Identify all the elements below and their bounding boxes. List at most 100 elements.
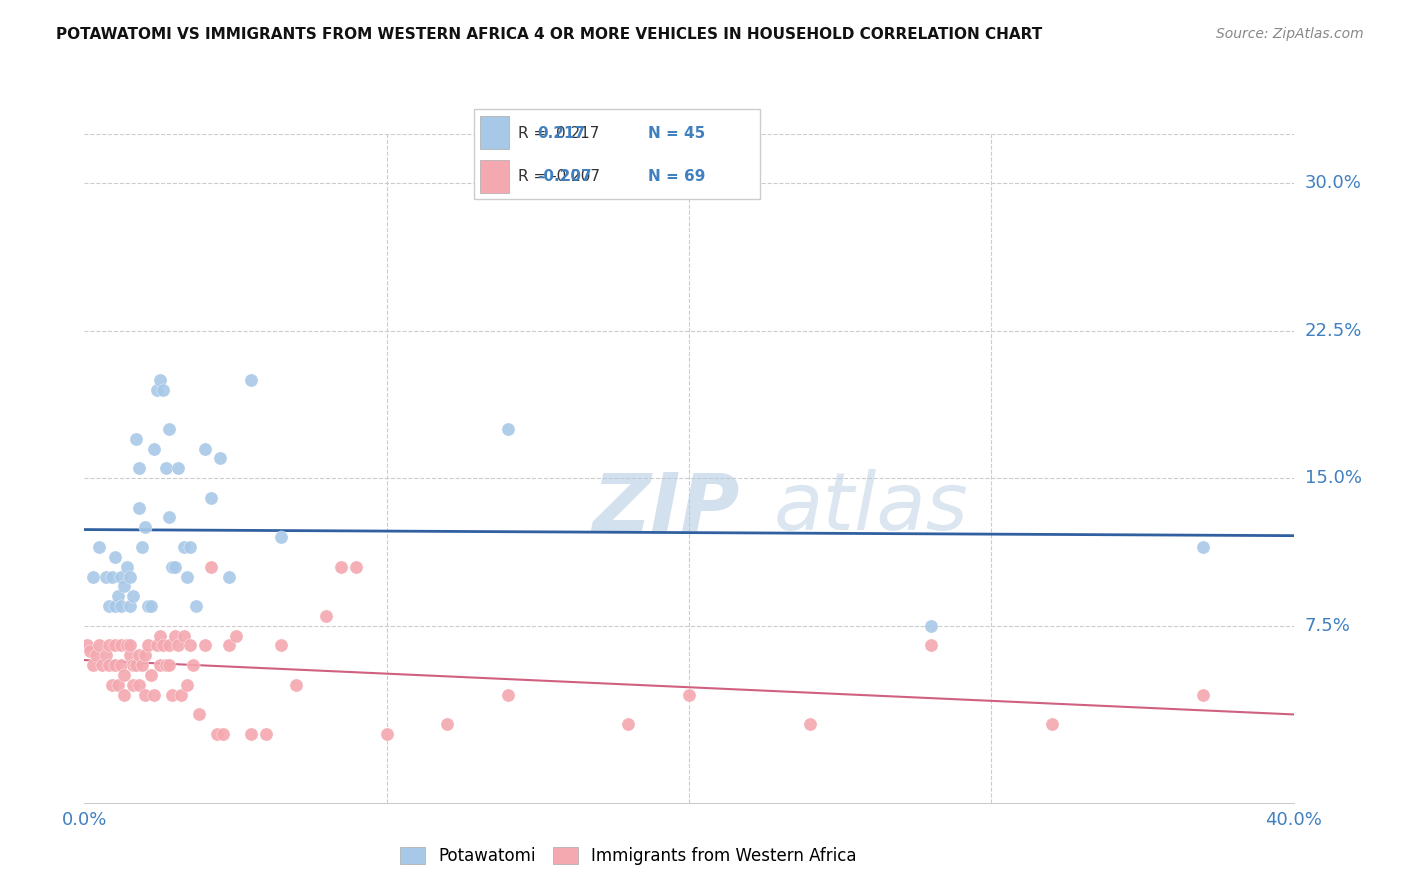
Point [86, 648, 108, 663]
Point [146, 639, 169, 653]
Point [134, 520, 156, 534]
Point [115, 559, 138, 574]
Point [131, 658, 153, 673]
Point [118, 639, 141, 653]
Point [110, 658, 132, 673]
Point [146, 383, 169, 397]
Text: -0.207: -0.207 [537, 169, 592, 184]
Point [194, 442, 217, 456]
Point [94, 569, 117, 583]
Point [118, 648, 141, 663]
Point [104, 639, 127, 653]
Point [1191, 540, 1213, 554]
Point [149, 658, 172, 673]
Point [110, 639, 132, 653]
Text: R = -0.207: R = -0.207 [519, 169, 600, 184]
Point [179, 540, 201, 554]
Point [139, 668, 162, 682]
Point [128, 678, 150, 692]
Text: 7.5%: 7.5% [1305, 616, 1351, 635]
Point [167, 461, 190, 475]
Point [1191, 688, 1213, 702]
Point [104, 658, 127, 673]
Point [375, 727, 398, 741]
Point [157, 510, 180, 524]
Bar [479, 116, 509, 149]
Point [270, 530, 292, 544]
Point [97, 639, 120, 653]
Point [207, 727, 229, 741]
Text: 0.217: 0.217 [537, 126, 585, 141]
Point [139, 599, 162, 613]
Point [112, 579, 135, 593]
Point [97, 599, 120, 613]
Point [346, 559, 368, 574]
Point [330, 559, 353, 574]
Point [496, 688, 519, 702]
Point [163, 559, 186, 574]
Point [920, 639, 942, 653]
Point [212, 727, 235, 741]
Legend: Potawatomi, Immigrants from Western Africa: Potawatomi, Immigrants from Western Afri… [394, 840, 863, 871]
Point [94, 648, 117, 663]
Point [209, 451, 232, 466]
Text: POTAWATOMI VS IMMIGRANTS FROM WESTERN AFRICA 4 OR MORE VEHICLES IN HOUSEHOLD COR: POTAWATOMI VS IMMIGRANTS FROM WESTERN AF… [56, 27, 1042, 42]
Point [163, 628, 186, 642]
Point [104, 599, 127, 613]
Text: N = 45: N = 45 [648, 126, 706, 141]
Point [436, 717, 458, 731]
Text: Source: ZipAtlas.com: Source: ZipAtlas.com [1216, 27, 1364, 41]
Text: N = 69: N = 69 [648, 169, 706, 184]
Point [76, 639, 98, 653]
Text: 22.5%: 22.5% [1305, 321, 1362, 340]
Point [100, 569, 122, 583]
Point [270, 639, 292, 653]
Point [104, 549, 127, 564]
Point [134, 648, 156, 663]
Point [188, 707, 211, 722]
Point [89, 639, 111, 653]
Point [239, 727, 262, 741]
Point [218, 639, 240, 653]
Point [107, 678, 129, 692]
Point [110, 599, 132, 613]
Point [160, 559, 183, 574]
Point [176, 569, 198, 583]
Point [142, 688, 165, 702]
Text: atlas: atlas [773, 469, 969, 548]
Point [496, 422, 519, 436]
Point [173, 540, 195, 554]
Point [200, 559, 222, 574]
Point [678, 688, 700, 702]
Point [125, 658, 148, 673]
Point [170, 688, 193, 702]
Point [200, 491, 222, 505]
Point [82, 569, 104, 583]
Point [134, 688, 156, 702]
Point [118, 569, 141, 583]
Point [254, 727, 277, 741]
Point [131, 540, 153, 554]
Point [155, 461, 177, 475]
Point [121, 658, 143, 673]
Point [239, 373, 262, 387]
Point [149, 373, 172, 387]
Point [125, 432, 148, 446]
FancyBboxPatch shape [474, 109, 761, 199]
Point [173, 628, 195, 642]
Point [186, 599, 208, 613]
Point [128, 500, 150, 515]
Point [91, 658, 114, 673]
Point [136, 599, 159, 613]
Point [155, 658, 177, 673]
Point [121, 589, 143, 603]
Point [107, 589, 129, 603]
Point [152, 639, 174, 653]
Point [179, 639, 201, 653]
Text: 30.0%: 30.0% [1305, 174, 1361, 192]
Point [89, 540, 111, 554]
Point [79, 644, 101, 658]
Point [194, 639, 217, 653]
Point [128, 461, 150, 475]
Bar [479, 161, 509, 194]
